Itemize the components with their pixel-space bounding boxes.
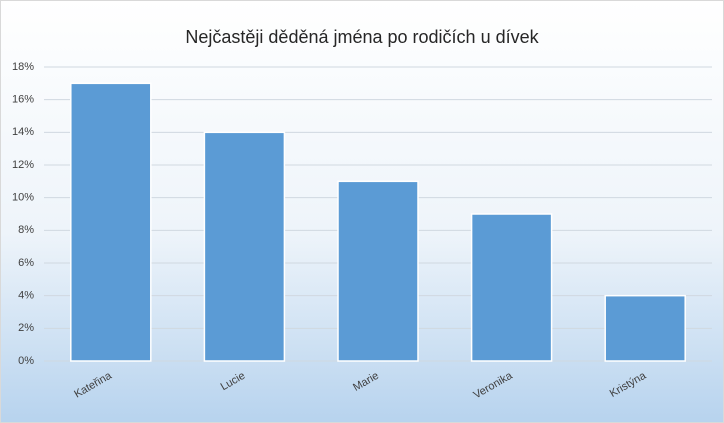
y-tick-label: 8% (18, 224, 34, 236)
bar (604, 294, 686, 362)
bar (70, 82, 152, 362)
chart-title: Nejčastěji děděná jména po rodičích u dí… (185, 27, 539, 47)
y-tick-label: 2% (18, 322, 34, 334)
y-tick-label: 10% (12, 192, 34, 204)
y-tick-label: 6% (18, 257, 34, 269)
y-tick-label: 12% (12, 159, 34, 171)
y-tick-label: 14% (12, 126, 34, 138)
y-tick-label: 0% (18, 355, 34, 367)
y-tick-label: 18% (12, 61, 34, 73)
y-tick-label: 4% (18, 290, 34, 302)
bar (470, 213, 553, 362)
bar (337, 180, 419, 362)
bar (203, 131, 286, 362)
y-tick-label: 16% (12, 94, 34, 106)
